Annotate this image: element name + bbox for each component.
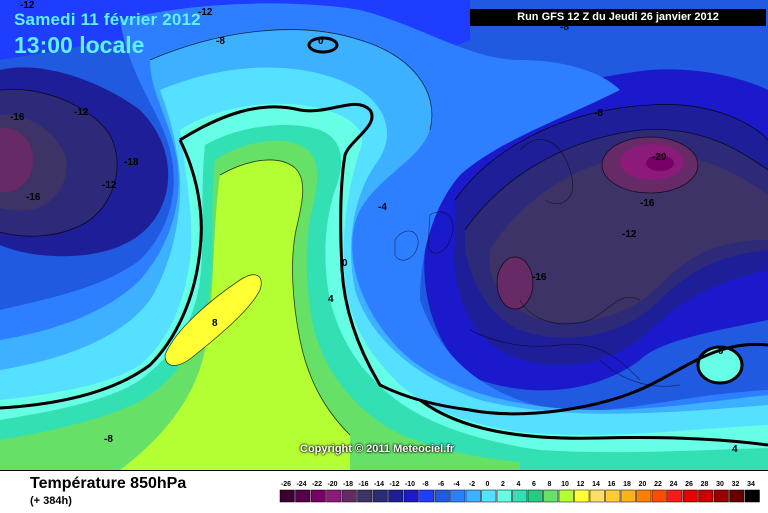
- legend-swatch: [667, 489, 683, 503]
- legend-tick-label: -14: [374, 481, 384, 488]
- legend-swatch: [605, 489, 621, 503]
- legend-swatch: [512, 489, 528, 503]
- legend-tick-label: -12: [389, 481, 399, 488]
- legend-tick-label: -2: [469, 481, 475, 488]
- legend-tick-label: 20: [639, 481, 647, 488]
- legend-tick-label: 8: [548, 481, 552, 488]
- legend-swatch: [450, 489, 466, 503]
- legend-swatch: [419, 489, 435, 503]
- isotherm-label: 0: [718, 346, 724, 357]
- isotherm-label: 8: [212, 318, 218, 329]
- legend-swatch: [744, 489, 760, 503]
- legend-swatch: [574, 489, 590, 503]
- isotherm-label: -12: [198, 7, 213, 18]
- legend-swatch: [496, 489, 512, 503]
- legend-swatch: [636, 489, 652, 503]
- isotherm-label: -8: [560, 22, 569, 33]
- legend-swatch: [326, 489, 342, 503]
- legend-tick-label: -24: [296, 481, 306, 488]
- legend-tick-label: 30: [716, 481, 724, 488]
- lead-time: (+ 384h): [30, 495, 72, 507]
- isotherm-label: -8: [216, 36, 225, 47]
- legend-swatch: [372, 489, 388, 503]
- legend-swatch: [527, 489, 543, 503]
- legend-tick-label: 34: [747, 481, 755, 488]
- isotherm-label: -12: [622, 229, 637, 240]
- legend-swatch: [698, 489, 714, 503]
- legend-tick-label: 22: [654, 481, 662, 488]
- legend-swatch: [465, 489, 481, 503]
- valid-time: 13:00 locale: [14, 32, 145, 58]
- isotherm-label: -16: [10, 112, 25, 123]
- legend-swatch: [682, 489, 698, 503]
- isotherm-label: -8: [594, 108, 603, 119]
- legend-tick-label: 2: [501, 481, 505, 488]
- legend-tick-label: -8: [422, 481, 428, 488]
- legend-swatch: [388, 489, 404, 503]
- legend-swatch: [558, 489, 574, 503]
- model-run-label: Run GFS 12 Z du Jeudi 26 janvier 2012: [470, 9, 766, 26]
- legend-swatch: [729, 489, 745, 503]
- legend-tick-label: 12: [577, 481, 585, 488]
- legend-tick-label: 0: [486, 481, 490, 488]
- legend-tick-label: -16: [358, 481, 368, 488]
- legend-tick-label: 10: [561, 481, 569, 488]
- valid-date: Samedi 11 février 2012: [14, 10, 201, 29]
- contour-labels: -12 -12 -8 0 -8 -16 -12 -18 -12 -16 -8 -20 -16 -12 -4 0…: [10, 0, 738, 455]
- legend-swatch: [651, 489, 667, 503]
- legend-tick-label: -4: [453, 481, 459, 488]
- copyright-text: Copyright © 2011 Meteociel.fr: [300, 443, 455, 455]
- legend-tick-label: 32: [732, 481, 740, 488]
- legend-swatch: [279, 489, 295, 503]
- legend-swatch: [310, 489, 326, 503]
- legend-tick-label: -10: [405, 481, 415, 488]
- legend-swatch: [357, 489, 373, 503]
- legend-tick-label: 6: [532, 481, 536, 488]
- legend-tick-label: -6: [438, 481, 444, 488]
- isotherm-label: -8: [104, 434, 113, 445]
- isotherm-label: -12: [74, 107, 89, 118]
- isotherm-label: -20: [652, 152, 667, 163]
- color-scale: -26 -24 -22 -20 -18 -16 -14 -12 -10 -8 -6 -4 -2 0 2 4 6 8…: [279, 481, 760, 503]
- legend-tick-label: 16: [608, 481, 616, 488]
- isotherm-label: -12: [20, 0, 35, 11]
- legend-tick-label: 14: [592, 481, 600, 488]
- legend-tick-label: 24: [670, 481, 678, 488]
- legend-swatch: [434, 489, 450, 503]
- isotherm-label: -12: [102, 180, 117, 191]
- legend-swatch: [295, 489, 311, 503]
- isotherm-label: -16: [532, 272, 547, 283]
- legend-swatch: [713, 489, 729, 503]
- legend-swatch: [481, 489, 497, 503]
- isotherm-label: -16: [640, 198, 655, 209]
- legend-tick-label: 18: [623, 481, 631, 488]
- legend-tick-label: -26: [281, 481, 291, 488]
- legend-tick-label: 28: [701, 481, 709, 488]
- legend-tick-label: 4: [517, 481, 521, 488]
- isotherm-label: 4: [328, 294, 334, 305]
- parameter-title: Température 850hPa: [30, 475, 187, 492]
- isotherm-label: -16: [26, 192, 41, 203]
- legend-tick-label: -20: [327, 481, 337, 488]
- legend-tick-label: -22: [312, 481, 322, 488]
- temperature-map: -12 -12 -8 0 -8 -16 -12 -18 -12 -16 -8 -20 -16 -12 -4 0…: [0, 0, 768, 470]
- legend-swatch: [403, 489, 419, 503]
- temperature-field: -12 -12 -8 0 -8 -16 -12 -18 -12 -16 -8 -20 -16 -12 -4 0…: [0, 0, 768, 470]
- isotherm-label: 0: [342, 258, 348, 269]
- legend-swatch: [589, 489, 605, 503]
- isotherm-label: -4: [378, 202, 387, 213]
- legend-tick-label: -18: [343, 481, 353, 488]
- isotherm-label: 4: [732, 444, 738, 455]
- isotherm-label: 0: [318, 36, 324, 47]
- legend-tick-label: 26: [685, 481, 693, 488]
- legend-swatch: [620, 489, 636, 503]
- isotherm-label: -18: [124, 157, 139, 168]
- legend-swatch: [341, 489, 357, 503]
- legend-swatch: [543, 489, 559, 503]
